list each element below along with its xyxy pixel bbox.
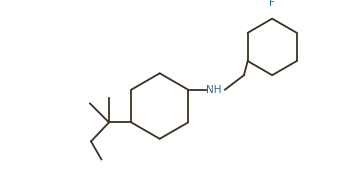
- Text: F: F: [269, 0, 275, 8]
- Text: NH: NH: [206, 85, 221, 95]
